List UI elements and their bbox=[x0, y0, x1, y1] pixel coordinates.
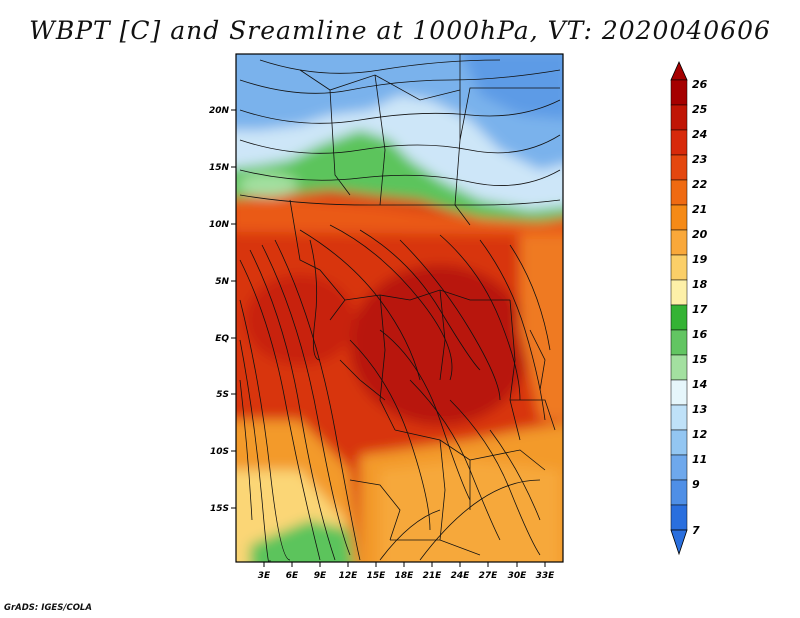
lon-label-15e: 15E bbox=[367, 571, 387, 581]
colorbar-label: 18 bbox=[692, 278, 708, 291]
colorbar-bottom-arrow bbox=[670, 529, 688, 556]
colorbar-label: 7 bbox=[692, 524, 700, 537]
colorbar-cell bbox=[670, 179, 688, 206]
colorbar-cell bbox=[670, 504, 688, 531]
longitude-axis: 3E 6E 9E 12E 15E 18E 21E 24E 27E 30E 33E bbox=[258, 562, 555, 581]
lon-label-27e: 27E bbox=[479, 571, 499, 581]
lon-label-3e: 3E bbox=[258, 571, 271, 581]
lat-label-15s: 15S bbox=[210, 504, 229, 514]
lon-label-24e: 24E bbox=[451, 571, 471, 581]
colorbar-label: 12 bbox=[692, 428, 708, 441]
colorbar-label: 19 bbox=[692, 253, 708, 266]
colorbar-cell bbox=[670, 404, 688, 431]
lon-label-30e: 30E bbox=[508, 571, 528, 581]
colorbar-label: 20 bbox=[692, 228, 708, 241]
colorbar-label: 13 bbox=[692, 403, 708, 416]
lon-label-18e: 18E bbox=[395, 571, 415, 581]
colorbar-label: 9 bbox=[692, 478, 700, 491]
colorbar: 26 25 24 23 22 21 20 19 18 17 16 15 14 13 12 11 9 7 bbox=[670, 61, 708, 556]
colorbar-cell bbox=[670, 354, 688, 381]
colorbar-label: 24 bbox=[692, 128, 707, 141]
colorbar-cell bbox=[670, 429, 688, 456]
colorbar-labels: 26 25 24 23 22 21 20 19 18 17 16 15 14 13 12 11 9 7 bbox=[692, 78, 708, 537]
colorbar-label: 21 bbox=[692, 203, 707, 216]
lat-label-15n: 15N bbox=[209, 163, 230, 173]
colorbar-top-arrow bbox=[670, 61, 688, 81]
colorbar-label: 26 bbox=[692, 78, 708, 91]
map-title: WBPT [C] and Sreamline at 1000hPa, VT: 2… bbox=[29, 16, 771, 45]
colorbar-cell bbox=[670, 154, 688, 181]
colorbar-cell bbox=[670, 279, 688, 306]
lon-label-12e: 12E bbox=[339, 571, 359, 581]
colorbar-label: 25 bbox=[692, 103, 708, 116]
colorbar-cell bbox=[670, 204, 688, 231]
colorbar-label: 11 bbox=[692, 453, 707, 466]
footer-credit: GrADS: IGES/COLA bbox=[4, 603, 92, 613]
colorbar-cell bbox=[670, 329, 688, 356]
lat-label-5n: 5N bbox=[215, 277, 229, 287]
latitude-axis: 20N 15N 10N 5N EQ 5S 10S 15S bbox=[209, 106, 236, 514]
colorbar-cell bbox=[670, 379, 688, 406]
lat-label-10s: 10S bbox=[210, 447, 229, 457]
colorbar-label: 15 bbox=[692, 353, 708, 366]
lon-label-21e: 21E bbox=[423, 571, 443, 581]
colorbar-cell bbox=[670, 304, 688, 331]
colorbar-label: 14 bbox=[692, 378, 707, 391]
colorbar-label: 16 bbox=[692, 328, 708, 341]
lon-label-33e: 33E bbox=[536, 571, 556, 581]
colorbar-label: 17 bbox=[692, 303, 708, 316]
colorbar-cell bbox=[670, 79, 688, 106]
colorbar-cell bbox=[670, 479, 688, 506]
lat-label-10n: 10N bbox=[209, 220, 230, 230]
colorbar-cells bbox=[670, 79, 688, 531]
map-frame bbox=[235, 53, 564, 563]
colorbar-cell bbox=[670, 229, 688, 256]
colorbar-label: 23 bbox=[692, 153, 708, 166]
lat-label-20n: 20N bbox=[209, 106, 230, 116]
lat-label-eq: EQ bbox=[215, 334, 229, 344]
lon-label-6e: 6E bbox=[286, 571, 299, 581]
colorbar-cell bbox=[670, 129, 688, 156]
wbpt-field bbox=[236, 54, 563, 562]
colorbar-cell bbox=[670, 454, 688, 481]
colorbar-cell bbox=[670, 254, 688, 281]
country-borders bbox=[289, 54, 560, 556]
lat-label-5s: 5S bbox=[216, 390, 229, 400]
colorbar-label: 22 bbox=[692, 178, 708, 191]
colorbar-cell bbox=[670, 104, 688, 131]
lon-label-9e: 9E bbox=[314, 571, 327, 581]
